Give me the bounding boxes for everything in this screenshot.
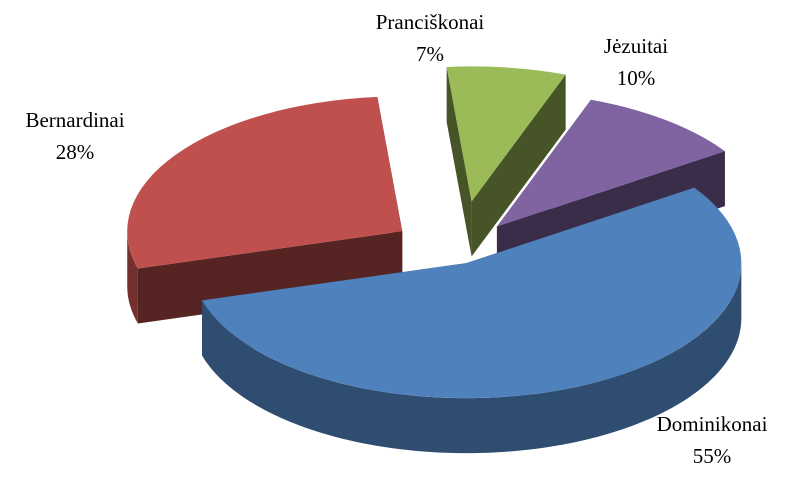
- slice: [201, 187, 742, 454]
- slice-value-label: 55%: [693, 444, 732, 468]
- slice-top: [496, 99, 725, 227]
- slice-side: [446, 67, 472, 257]
- slice-wall: [201, 262, 742, 454]
- slice-label: Bernardinai: [25, 108, 124, 132]
- slice-label: Jėzuitai: [604, 34, 668, 58]
- slice-label: Pranciškonai: [376, 10, 485, 34]
- slice-label: Dominikonai: [657, 412, 768, 436]
- slice-value-label: 10%: [617, 66, 656, 90]
- slice: [446, 66, 566, 257]
- slice-side: [471, 74, 566, 257]
- slice-top: [127, 96, 403, 269]
- slice-top: [446, 66, 566, 202]
- slice-top: [201, 187, 742, 399]
- slice-value-label: 28%: [56, 140, 95, 164]
- slice-wall: [127, 231, 138, 324]
- slice-value-label: 7%: [416, 42, 444, 66]
